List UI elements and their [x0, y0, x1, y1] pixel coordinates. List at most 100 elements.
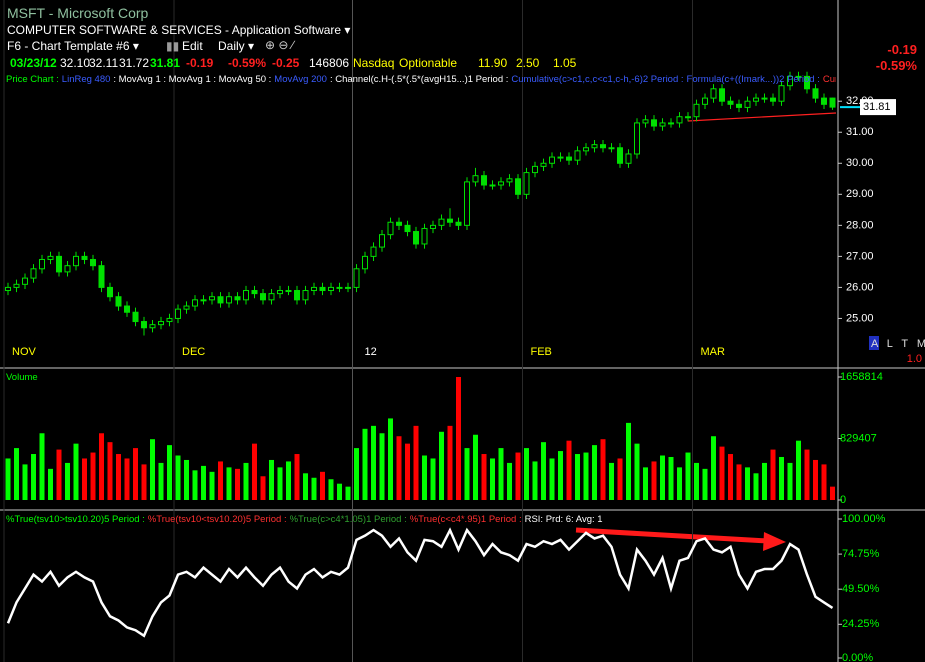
volume-bar — [218, 461, 223, 500]
legend-item[interactable]: %True(tsv10<tsv10.20)5 Period : — [147, 514, 287, 525]
candle-body — [243, 290, 249, 301]
candle-body — [413, 231, 419, 245]
candle-body — [404, 224, 411, 233]
candle-body — [319, 286, 326, 292]
edit-icon: ▮▮ — [166, 39, 180, 53]
candle-body — [812, 88, 819, 99]
volume-bar — [5, 458, 11, 500]
candle-body — [234, 296, 241, 301]
candle-body — [506, 178, 513, 183]
quote-date: 03/23/12 — [10, 56, 57, 70]
volume-bar — [396, 436, 402, 500]
candle-body — [498, 181, 504, 186]
volume-bar — [303, 473, 308, 500]
volume-bar — [473, 434, 478, 500]
candle-body — [353, 268, 360, 288]
scale-button-bg — [869, 336, 879, 350]
volume-bar — [575, 454, 580, 500]
candle-body — [829, 97, 836, 108]
candle-body — [685, 116, 691, 119]
legend-item[interactable]: Price Chart : — [6, 74, 59, 85]
volume-bar — [269, 459, 274, 500]
legend-item[interactable]: MovAvg 200 — [274, 74, 327, 85]
volume-bar — [371, 425, 376, 500]
candle-body — [430, 224, 436, 229]
volume-bar — [753, 473, 759, 500]
volume-bar — [107, 442, 113, 500]
volume-bar — [490, 458, 495, 500]
candle-body — [447, 218, 453, 223]
volume-bar — [481, 454, 487, 500]
volume-bar — [498, 448, 504, 500]
candle-body — [702, 97, 708, 105]
y-tick-label: 1658814 — [840, 371, 883, 383]
volume-bar — [14, 448, 19, 500]
symbol-title: MSFT - Microsoft Corp — [7, 5, 149, 21]
candle-body — [523, 172, 530, 195]
candle-body — [277, 290, 283, 295]
y-tick-label: 100.00% — [842, 513, 886, 525]
volume-title: Volume — [6, 372, 38, 383]
candle-body — [158, 321, 164, 326]
quote-close: 31.81 — [150, 56, 181, 70]
volume-bar — [719, 446, 725, 500]
candle-body — [438, 218, 445, 226]
volume-bar — [226, 467, 232, 500]
candle-body — [345, 286, 351, 289]
volume-bar — [362, 428, 368, 500]
y-tick-label: 26.00 — [846, 281, 874, 293]
candle-body — [217, 296, 224, 304]
candle-body — [787, 75, 793, 87]
candle-body — [311, 286, 317, 292]
edit-button[interactable]: Edit — [182, 39, 203, 53]
legend-item[interactable]: Formula(c+((Imark...))2 Period : — [686, 74, 820, 85]
volume-bar — [728, 454, 733, 500]
zoom-icons[interactable]: ⊕ ⊖ ∕ — [265, 38, 294, 52]
candle-body — [328, 286, 334, 292]
volume-bar — [660, 455, 665, 500]
legend-item[interactable]: Cumulative(C>... — [822, 74, 836, 85]
volume-bar — [643, 467, 648, 500]
legend-item[interactable]: %True(tsv10>tsv10.20)5 Period : — [6, 514, 145, 525]
volume-bar — [439, 431, 444, 500]
candle-body — [268, 293, 275, 301]
volume-bar — [430, 458, 436, 500]
industry[interactable]: COMPUTER SOFTWARE & SERVICES - Applicati… — [7, 23, 351, 37]
y-tick-label: 25.00 — [846, 312, 874, 324]
legend-item[interactable]: %True(c>c4*1.05)1 Period : — [289, 514, 407, 525]
legend-item[interactable]: Cumulative(c>c1,c,c<c1,c-h,-6)2 Period : — [511, 74, 684, 85]
candle-body — [489, 184, 496, 187]
legend-item[interactable]: : MovAvg 1 : MovAvg 1 : MovAvg 50 : — [113, 74, 272, 85]
quote-stat: 1.05 — [553, 56, 577, 70]
volume-bar — [320, 471, 325, 500]
candle-body — [370, 246, 377, 257]
volume-bar — [124, 458, 130, 500]
y-tick-label: 30.00 — [846, 157, 874, 169]
volume-bar — [779, 456, 784, 500]
legend-item[interactable]: RSI: Prd: 6: Avg: 1 — [524, 514, 603, 525]
volume-bar — [677, 467, 682, 500]
candle-body — [107, 286, 113, 298]
candle-body — [455, 221, 462, 226]
volume-bar — [252, 443, 257, 500]
template[interactable]: F6 - Chart Template #6 ▾ — [7, 39, 139, 53]
candle-body — [676, 116, 683, 124]
volume-bar — [192, 470, 198, 500]
volume-bar — [184, 459, 189, 500]
candle-body — [387, 221, 394, 236]
volume-bar — [711, 436, 716, 500]
legend-item[interactable]: %True(c<c4*.95)1 Period : — [409, 514, 522, 525]
scale-buttons[interactable]: A L T M L — [871, 338, 925, 350]
y-tick-label: 27.00 — [846, 250, 874, 262]
candle-body — [260, 293, 266, 301]
quote-stat: 11.90 — [478, 56, 508, 70]
volume-bar — [566, 440, 572, 500]
volume-bar — [787, 462, 793, 500]
period-select[interactable]: Daily ▾ — [218, 39, 255, 53]
legend-item[interactable]: : Channel(c.H-(.5*(.5*(avgH15...)1 Perio… — [329, 74, 509, 85]
candle-body — [566, 156, 572, 161]
legend-item[interactable]: LinReg 480 — [61, 74, 111, 85]
candle-body — [209, 296, 215, 301]
candle-body — [90, 258, 96, 267]
